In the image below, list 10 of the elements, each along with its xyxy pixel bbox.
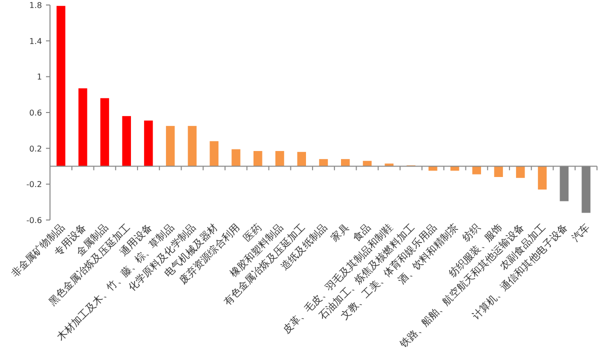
- x-tick-label: 汽车: [570, 222, 592, 244]
- y-tick-label: 1.8: [29, 1, 42, 10]
- x-tick-label: 纺织: [460, 222, 483, 244]
- y-tick-label: 0.6: [29, 108, 42, 118]
- x-tick-label: 家具: [328, 222, 352, 244]
- y-tick-label: 1.4: [29, 36, 42, 46]
- y-tick-label: -0.6: [26, 216, 42, 225]
- y-tick-label: 0.2: [29, 144, 42, 154]
- y-tick-label: -0.2: [26, 180, 42, 190]
- y-tick-label: 1: [36, 72, 42, 82]
